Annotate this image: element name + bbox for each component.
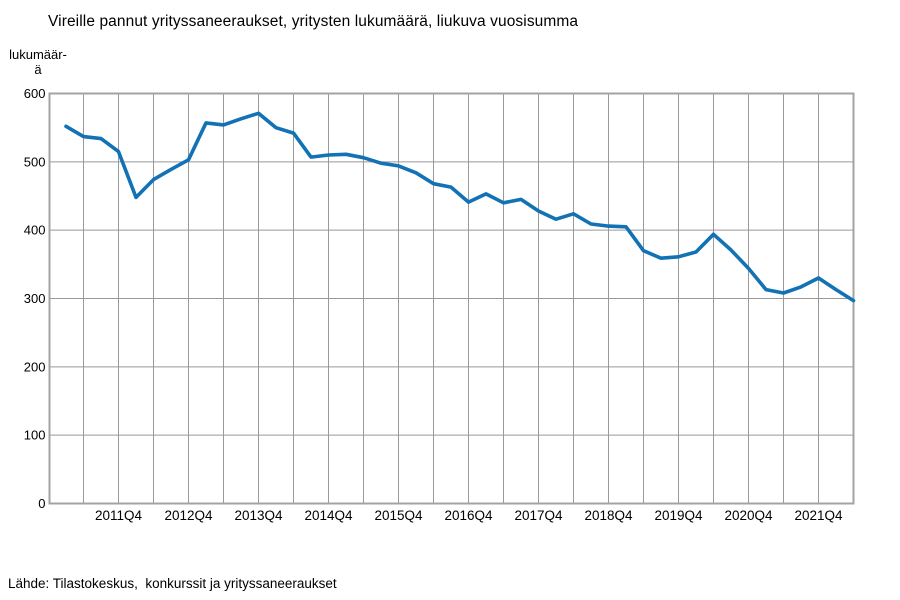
- x-tick-label: 2021Q4: [794, 508, 843, 523]
- y-tick-label: 600: [24, 86, 46, 101]
- source-note: Lähde: Tilastokeskus, konkurssit ja yrit…: [8, 576, 337, 591]
- y-tick-label: 200: [24, 359, 46, 374]
- x-tick-label: 2015Q4: [374, 508, 423, 523]
- x-tick-label: 2018Q4: [584, 508, 633, 523]
- y-tick-label: 300: [24, 291, 46, 306]
- x-tick-label: 2014Q4: [304, 508, 353, 523]
- y-tick-label: 500: [24, 154, 46, 169]
- line-chart-plot-area: 0 100 200 300 400 500 600 2011Q4 2012Q4 2013Q4 201…: [24, 86, 856, 523]
- x-tick-label: 2017Q4: [514, 508, 563, 523]
- x-tick-label: 2020Q4: [724, 508, 773, 523]
- data-line-series: [64, 111, 856, 303]
- y-tick-label: 100: [24, 428, 46, 443]
- x-tick-label: 2011Q4: [95, 508, 143, 523]
- x-tick-label: 2013Q4: [234, 508, 283, 523]
- x-tick-label: 2019Q4: [654, 508, 703, 523]
- y-tick-label: 400: [24, 223, 46, 238]
- x-tick-label: 2012Q4: [164, 508, 213, 523]
- y-axis-unit-label: lukumäär- ä: [9, 47, 67, 77]
- x-tick-label: 2016Q4: [444, 508, 493, 523]
- y-tick-label: 0: [38, 496, 45, 511]
- chart-title: Vireille pannut yrityssaneeraukset, yrit…: [48, 13, 579, 30]
